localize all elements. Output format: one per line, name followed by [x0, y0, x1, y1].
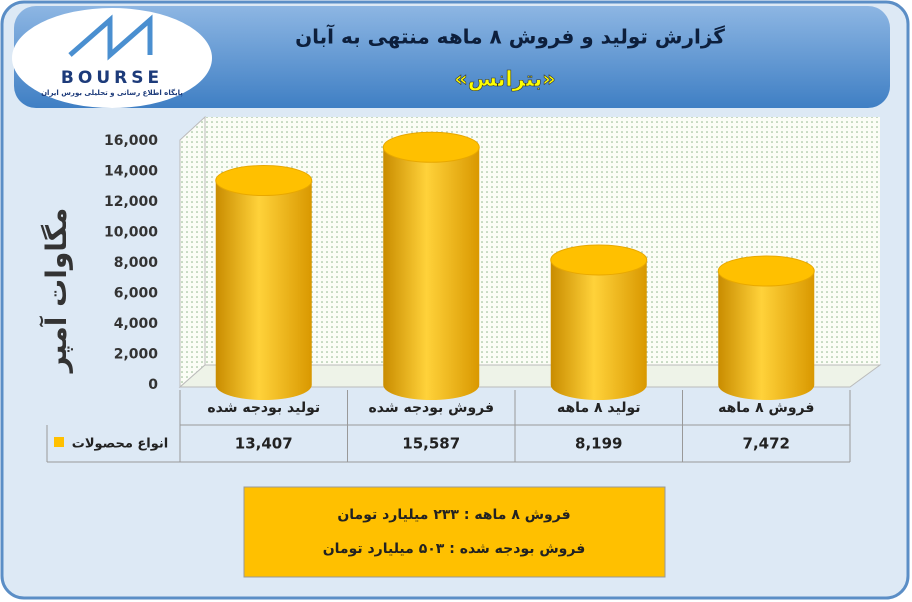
header [14, 6, 890, 108]
legend-label: انواع محصولات [72, 437, 168, 452]
y-tick-label: 12,000 [104, 194, 158, 210]
bar-top [382, 131, 480, 163]
note: فروش ۸ ماهه : ۲۳۳ میلیارد تومان [337, 507, 570, 523]
y-tick-label: 8,000 [114, 255, 159, 271]
notes-box [243, 486, 666, 578]
y-tick-label: 10,000 [104, 225, 158, 241]
y-tick-label: 0 [148, 377, 158, 393]
legend-swatch [54, 437, 64, 447]
chart-title: گزارش تولید و فروش ۸ ماهه منتهی به آبان [295, 24, 725, 49]
value-label: 7,472 [743, 435, 790, 453]
y-tick-label: 2,000 [114, 347, 159, 363]
value-label: 13,407 [235, 435, 293, 453]
x-tick-label: فروش بودجه شده [368, 400, 494, 416]
back-wall [205, 117, 880, 365]
bar-top [550, 244, 648, 276]
note: فروش بودجه شده : ۵۰۳ میلیارد تومان [323, 541, 586, 557]
y-tick-label: 16,000 [104, 133, 158, 149]
bar-top [717, 255, 815, 287]
x-tick-label: تولید ۸ ماهه [557, 400, 641, 416]
bar [718, 271, 815, 401]
y-tick-label: 14,000 [104, 164, 158, 180]
bar [383, 147, 480, 401]
y-axis-label: مگاوات آمپر [39, 208, 73, 375]
logo-tagline: پایگاه اطلاع رسانی و تحلیلی بورس ایران [41, 88, 183, 97]
x-tick-label: تولید بودجه شده [207, 400, 320, 416]
value-label: 8,199 [575, 435, 622, 453]
logo-name: BOURSE [61, 68, 163, 88]
y-tick-label: 4,000 [114, 316, 159, 332]
bar [550, 259, 647, 401]
chart-subtitle: «بترانس» [454, 67, 555, 91]
side-wall [179, 115, 206, 389]
bar [215, 180, 312, 401]
bar-top [215, 165, 313, 197]
x-tick-label: فروش ۸ ماهه [718, 400, 814, 416]
logo-bg [12, 8, 212, 108]
logo-icon [68, 14, 153, 61]
value-label: 15,587 [402, 435, 460, 453]
y-tick-label: 6,000 [114, 286, 159, 302]
